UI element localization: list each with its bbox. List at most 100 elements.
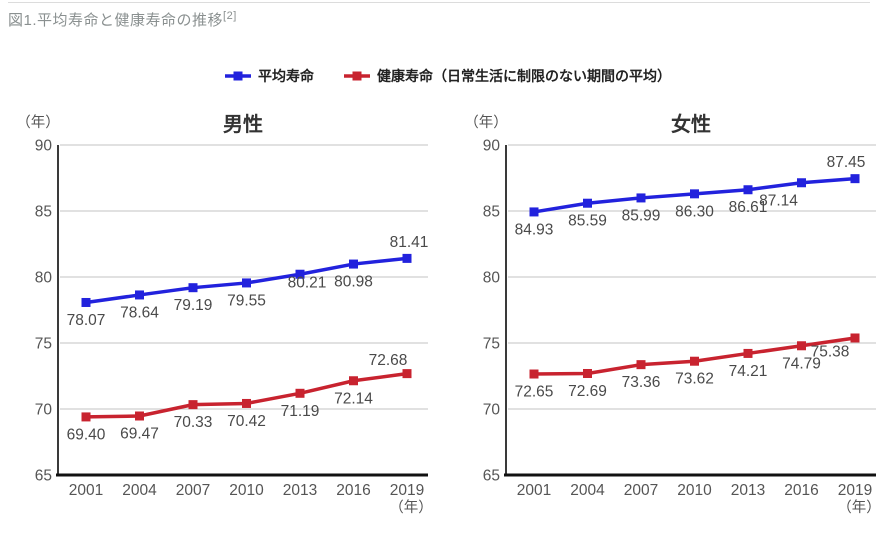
data-point-marker — [188, 283, 198, 293]
x-tick-label: 2004 — [122, 482, 157, 499]
data-point-marker — [636, 193, 646, 203]
data-point-marker — [743, 348, 753, 358]
legend-item-life-expectancy: 平均寿命 — [225, 66, 314, 86]
data-point-marker — [583, 198, 592, 208]
data-point-marker — [135, 411, 144, 421]
data-point-label: 78.64 — [120, 304, 159, 321]
line-marker-icon — [225, 71, 251, 81]
x-tick-label: 2007 — [176, 482, 210, 499]
data-point-marker — [242, 398, 251, 408]
data-point-marker — [636, 360, 646, 370]
legend-label: 健康寿命（日常生活に制限のない期間の平均） — [377, 68, 671, 84]
x-tick-label: 2013 — [283, 482, 317, 499]
data-point-label: 75.38 — [811, 343, 850, 360]
y-tick-label: 65 — [483, 468, 500, 485]
x-tick-label: 2013 — [731, 482, 765, 499]
data-point-marker — [295, 388, 305, 398]
data-point-marker — [349, 259, 358, 269]
data-point-label: 69.47 — [120, 425, 159, 442]
data-point-label: 79.19 — [174, 297, 213, 314]
x-tick-label: 2019 — [838, 482, 872, 499]
top-border-line — [8, 2, 870, 3]
data-point-marker — [583, 368, 592, 378]
x-tick-label: 2001 — [517, 482, 551, 499]
data-point-label: 72.65 — [515, 384, 554, 401]
data-point-marker — [743, 185, 753, 195]
legend-label: 平均寿命 — [258, 68, 314, 84]
data-point-marker — [81, 412, 91, 422]
data-point-marker — [349, 376, 358, 386]
line-marker-icon — [344, 71, 370, 81]
y-tick-label: 70 — [483, 402, 501, 419]
data-point-label: 70.42 — [227, 413, 266, 430]
data-point-label: 87.45 — [827, 154, 866, 171]
x-tick-label: 2016 — [784, 482, 818, 499]
page-title: 図1.平均寿命と健康寿命の推移[2] — [8, 9, 237, 30]
chart-title: 女性 — [671, 112, 711, 136]
data-point-label: 69.40 — [67, 426, 106, 443]
y-tick-label: 85 — [35, 204, 52, 221]
data-point-label: 85.59 — [568, 213, 607, 230]
data-point-marker — [850, 333, 860, 343]
data-point-marker — [529, 369, 539, 379]
data-point-label: 72.69 — [568, 383, 607, 400]
data-point-label: 80.21 — [288, 275, 327, 292]
data-point-marker — [850, 174, 860, 184]
data-point-marker — [402, 253, 412, 263]
data-point-label: 86.30 — [675, 203, 714, 220]
data-point-marker — [188, 400, 198, 410]
data-point-label: 74.79 — [782, 355, 821, 372]
reference-superscript: [2] — [223, 10, 237, 22]
data-point-label: 78.07 — [67, 312, 106, 329]
x-axis-unit-label: （年） — [837, 499, 881, 516]
y-tick-label: 80 — [483, 270, 501, 287]
data-point-marker — [797, 341, 806, 351]
y-tick-label: 65 — [35, 468, 52, 485]
data-point-marker — [690, 189, 699, 199]
data-point-label: 86.61 — [729, 199, 768, 216]
data-point-label: 84.93 — [515, 221, 554, 238]
data-point-marker — [135, 290, 144, 300]
data-point-marker — [797, 178, 806, 188]
data-point-label: 73.36 — [622, 374, 661, 391]
y-tick-label: 75 — [483, 336, 500, 353]
data-point-marker — [242, 278, 251, 288]
x-tick-label: 2016 — [336, 482, 370, 499]
y-tick-label: 75 — [35, 336, 52, 353]
page-title-text: 図1.平均寿命と健康寿命の推移 — [8, 12, 224, 29]
data-point-label: 87.14 — [759, 192, 798, 209]
x-tick-label: 2019 — [390, 482, 424, 499]
data-point-marker — [81, 297, 91, 307]
y-tick-label: 90 — [35, 138, 53, 155]
legend-item-healthy-life-expectancy: 健康寿命（日常生活に制限のない期間の平均） — [344, 66, 671, 86]
data-point-label: 74.21 — [729, 363, 768, 380]
chart-title: 男性 — [223, 113, 263, 136]
y-tick-label: 90 — [483, 138, 501, 155]
data-point-label: 73.62 — [675, 371, 714, 388]
data-point-label: 81.41 — [390, 234, 429, 251]
y-axis-unit-label: （年） — [464, 114, 508, 131]
x-tick-label: 2010 — [677, 482, 712, 499]
x-tick-label: 2004 — [570, 482, 605, 499]
legend: 平均寿命 健康寿命（日常生活に制限のない期間の平均） — [0, 66, 896, 86]
data-point-label: 72.14 — [334, 390, 373, 407]
data-point-label: 72.68 — [369, 352, 408, 369]
data-point-label: 80.98 — [334, 274, 373, 291]
data-point-label: 70.33 — [174, 414, 213, 431]
x-tick-label: 2001 — [69, 482, 103, 499]
charts-row: （年） 男性 90 85 80 75 70 65 2001 2004 2007 2010 2013 201… — [0, 98, 896, 534]
male-chart: （年） 男性 90 85 80 75 70 65 2001 2004 2007 2010 2013 201… — [16, 113, 433, 516]
x-tick-label: 2007 — [624, 482, 658, 499]
data-point-label: 71.19 — [281, 403, 320, 420]
y-tick-label: 70 — [35, 402, 53, 419]
data-point-label: 79.55 — [227, 292, 266, 309]
data-point-marker — [295, 269, 305, 279]
data-point-marker — [690, 356, 699, 366]
x-axis-unit-label: （年） — [389, 499, 433, 516]
data-point-label: 85.99 — [622, 207, 661, 224]
x-tick-label: 2010 — [229, 482, 264, 499]
data-point-marker — [529, 207, 539, 217]
y-tick-label: 80 — [35, 270, 53, 287]
y-tick-label: 85 — [483, 204, 500, 221]
y-axis-unit-label: （年） — [16, 114, 60, 131]
